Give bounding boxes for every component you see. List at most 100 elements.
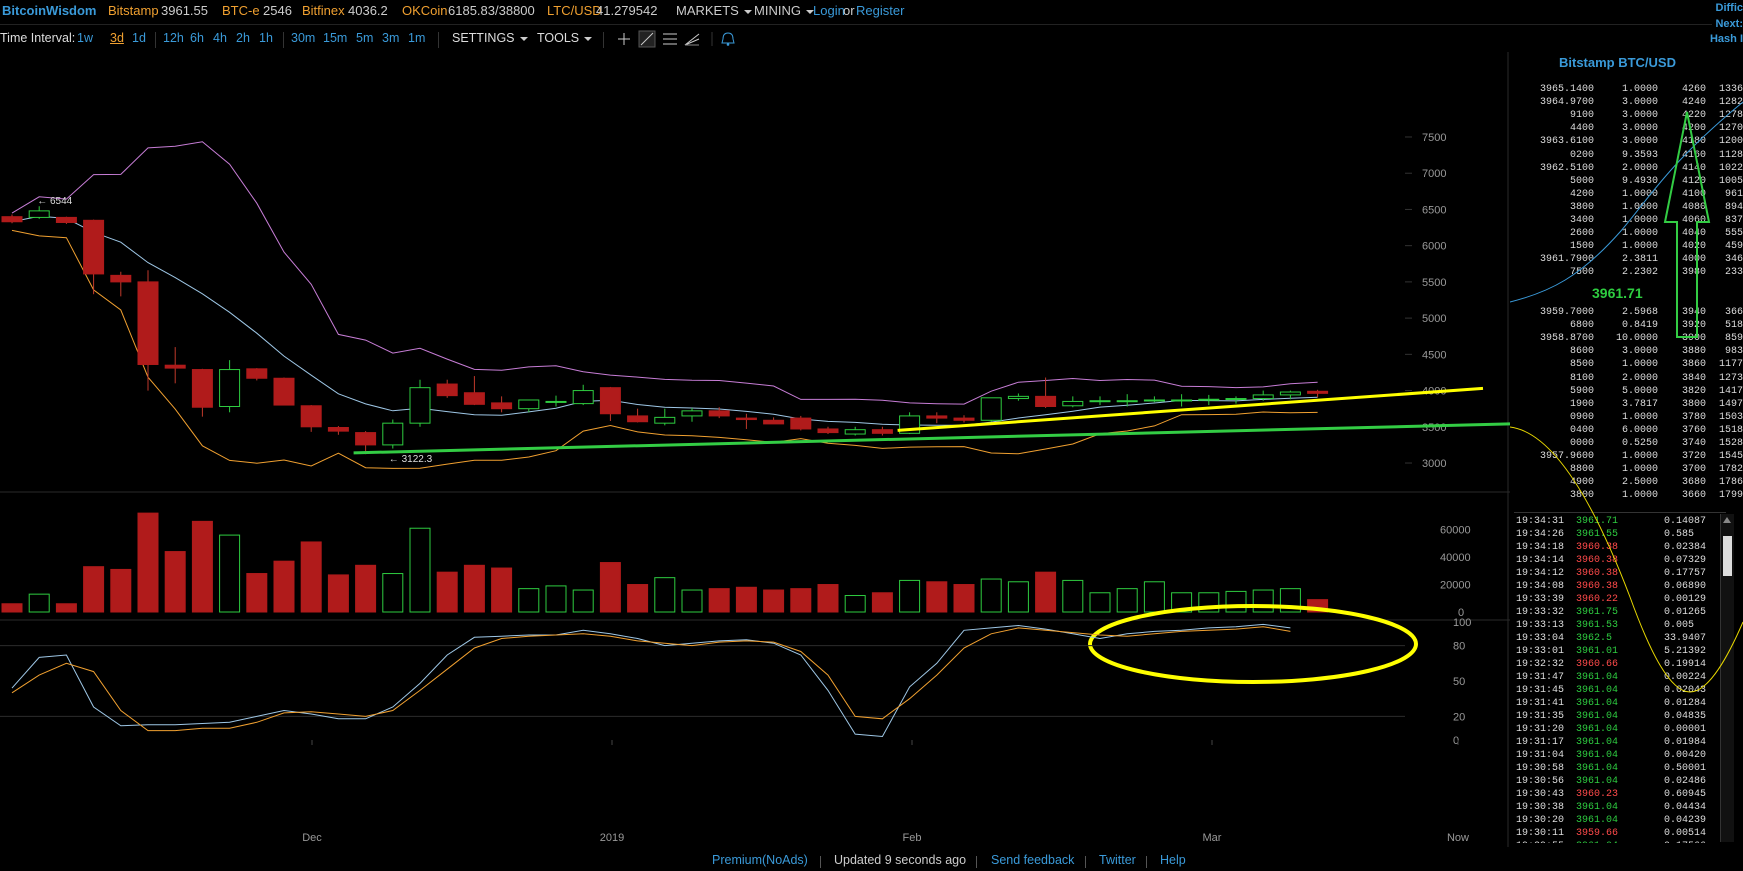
divider xyxy=(438,32,439,48)
volume-bar xyxy=(627,584,649,613)
premium-link[interactable]: Premium(NoAds) xyxy=(712,853,808,867)
trade-amount: 0.17566 xyxy=(1664,841,1706,843)
logo[interactable]: BitcoinWisdom xyxy=(2,3,97,18)
bell-alert-icon[interactable] xyxy=(721,32,735,46)
orderbook-sum-price: 3900 xyxy=(1681,333,1706,345)
horizontal-lines-icon[interactable] xyxy=(663,33,677,45)
trade-price: 3960.38 xyxy=(1576,542,1619,553)
volume-bar xyxy=(572,589,594,613)
candle-body xyxy=(1225,398,1247,401)
tools-menu[interactable]: TOOLS xyxy=(537,31,593,45)
trade-time: 19:31:41 xyxy=(1516,698,1565,709)
volume-bar xyxy=(681,589,703,613)
candle-body xyxy=(926,415,948,419)
candle-body xyxy=(83,219,105,275)
interval-30m[interactable]: 30m xyxy=(291,31,316,45)
volume-bar xyxy=(1143,581,1165,613)
orderbook-price: 0200 xyxy=(1569,149,1594,161)
trade-amount: 0.00224 xyxy=(1664,672,1707,683)
difficulty-label: Diffic xyxy=(1712,2,1743,14)
interval-5m[interactable]: 5m xyxy=(356,31,374,45)
interval-3d[interactable]: 3d xyxy=(110,31,124,45)
register-link[interactable]: Register xyxy=(856,3,905,18)
interval-1d[interactable]: 1d xyxy=(132,31,146,45)
orderbook-cumulative: 837 xyxy=(1724,215,1743,226)
chevron-down-icon xyxy=(805,9,814,14)
volume-bar xyxy=(463,564,485,613)
volume-bar xyxy=(28,593,50,613)
interval-1h[interactable]: 1h xyxy=(259,31,273,45)
orderbook-cumulative: 1005 xyxy=(1718,175,1743,187)
orderbook-price: 4400 xyxy=(1569,123,1594,135)
orderbook-sum-price: 3940 xyxy=(1681,307,1706,318)
orderbook-price: 9100 xyxy=(1569,110,1594,122)
chevron-down-icon xyxy=(743,9,752,14)
volume-bar xyxy=(436,571,458,613)
market-bitstamp-value: 3961.55 xyxy=(161,3,208,18)
orderbook-sum-price: 4260 xyxy=(1681,84,1706,95)
interval-3m[interactable]: 3m xyxy=(382,31,400,45)
market-bitfinex-name[interactable]: Bitfinex xyxy=(302,3,345,18)
interval-1w[interactable]: 1w xyxy=(77,31,93,45)
interval-4h[interactable]: 4h xyxy=(213,31,227,45)
markets-menu[interactable]: MARKETS xyxy=(676,3,752,18)
trade-history[interactable]: 19:34:31 3961.71 0.14087 19:34:26 3961.55 0.5… xyxy=(1514,512,1726,843)
trendline-tool-icon[interactable] xyxy=(638,30,656,48)
interval-1m[interactable]: 1m xyxy=(408,31,426,45)
orderbook-price: 8800 xyxy=(1569,464,1594,476)
volume-bar xyxy=(55,603,77,613)
orderbook-amount: 2.0000 xyxy=(1621,162,1658,174)
candle-body xyxy=(844,429,866,435)
candle-body xyxy=(763,419,785,425)
market-btce-name[interactable]: BTC-e xyxy=(222,3,260,18)
volume-bar xyxy=(382,573,404,613)
orderbook-price: 0900 xyxy=(1569,411,1594,423)
market-bitstamp-name[interactable]: Bitstamp xyxy=(108,3,159,18)
orderbook-cumulative: 1336 xyxy=(1718,84,1743,95)
orderbook-price: 5000 xyxy=(1569,175,1594,187)
orderbook-amount: 1.0000 xyxy=(1621,84,1658,95)
x-tick-label: Now xyxy=(1447,832,1469,844)
crosshair-icon[interactable] xyxy=(618,33,630,45)
interval-2h[interactable]: 2h xyxy=(236,31,250,45)
trade-price: 3960.23 xyxy=(1576,789,1619,800)
scroll-thumb[interactable] xyxy=(1723,536,1732,576)
trade-price: 3961.01 xyxy=(1576,646,1619,657)
interval-6h[interactable]: 6h xyxy=(190,31,204,45)
orderbook-cumulative: 233 xyxy=(1724,267,1743,279)
orderbook-sum-price: 3860 xyxy=(1681,359,1706,371)
orderbook-price: 8600 xyxy=(1569,346,1594,358)
orderbook-price: 4200 xyxy=(1569,188,1594,200)
interval-12h[interactable]: 12h xyxy=(163,31,184,45)
orderbook-cumulative: 1497 xyxy=(1718,398,1743,410)
candle-body xyxy=(572,390,594,405)
trade-amount: 0.17757 xyxy=(1664,568,1707,579)
volume-bar xyxy=(355,564,377,613)
send-feedback-link[interactable]: Send feedback xyxy=(991,853,1075,867)
interval-15m[interactable]: 15m xyxy=(323,31,348,45)
volume-bar xyxy=(1,603,23,613)
volume-tick-label: 20000 xyxy=(1440,580,1471,592)
trade-amount: 0.07329 xyxy=(1664,555,1707,566)
mining-menu[interactable]: MINING xyxy=(754,3,814,18)
fibonacci-fan-icon[interactable] xyxy=(684,33,700,46)
volume-bar xyxy=(273,560,295,613)
settings-menu[interactable]: SETTINGS xyxy=(452,31,528,45)
oscillator-tick-label: 80 xyxy=(1453,641,1465,653)
help-link[interactable]: Help xyxy=(1160,853,1186,867)
price-chart[interactable]: 3000350040004500500055006000650070007500… xyxy=(0,52,1510,847)
market-okcoin-name[interactable]: OKCoin xyxy=(402,3,448,18)
login-link[interactable]: Login xyxy=(813,3,845,18)
twitter-link[interactable]: Twitter xyxy=(1099,853,1136,867)
scroll-up-icon[interactable] xyxy=(1723,517,1731,523)
candle-body xyxy=(355,432,377,446)
low-annotation: ← 3122.3 xyxy=(389,454,433,465)
trade-time: 19:30:58 xyxy=(1516,763,1565,774)
candle-body xyxy=(110,274,132,283)
orderbook-cumulative: 1528 xyxy=(1718,438,1743,449)
or-text: or xyxy=(843,3,855,18)
trade-time: 19:30:43 xyxy=(1516,789,1565,800)
trades-scrollbar[interactable] xyxy=(1720,514,1734,842)
market-ltcusd-name[interactable]: LTC/USD xyxy=(547,3,602,18)
orderbook-amount: 2.2302 xyxy=(1621,267,1658,279)
